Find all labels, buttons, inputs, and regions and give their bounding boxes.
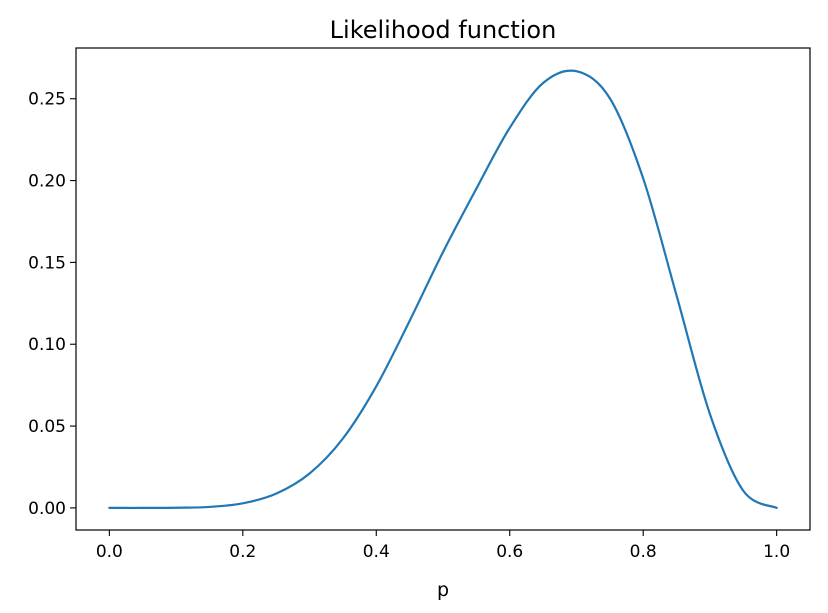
x-tick-label: 0.4	[363, 542, 390, 562]
x-tick-label: 0.8	[630, 542, 657, 562]
chart-title: Likelihood function	[330, 16, 557, 44]
y-tick-label: 0.05	[28, 417, 66, 437]
x-tick-label: 0.2	[229, 542, 256, 562]
y-tick-label: 0.20	[28, 172, 66, 192]
x-tick-label: 0.6	[496, 542, 523, 562]
x-axis-ticks: 0.0 0.2 0.4 0.6 0.8 1.0	[96, 530, 790, 562]
y-tick-label: 0.25	[28, 90, 66, 110]
plot-area: 0.0 0.2 0.4 0.6 0.8 1.0 0.000.050.100.150.200…	[28, 47, 811, 562]
likelihood-series-line	[108, 69, 778, 510]
y-tick-label: 0.10	[28, 335, 66, 355]
y-tick-label: 0.00	[28, 499, 66, 519]
y-axis-ticks: 0.00 0.05 0.10 0.15 0.20 0.25	[28, 90, 76, 519]
x-axis-label: p	[437, 579, 449, 601]
y-tick-label: 0.15	[28, 253, 66, 273]
x-tick-label: 1.0	[763, 542, 790, 562]
plot-frame	[75, 47, 811, 531]
x-tick-label: 0.0	[96, 542, 123, 562]
